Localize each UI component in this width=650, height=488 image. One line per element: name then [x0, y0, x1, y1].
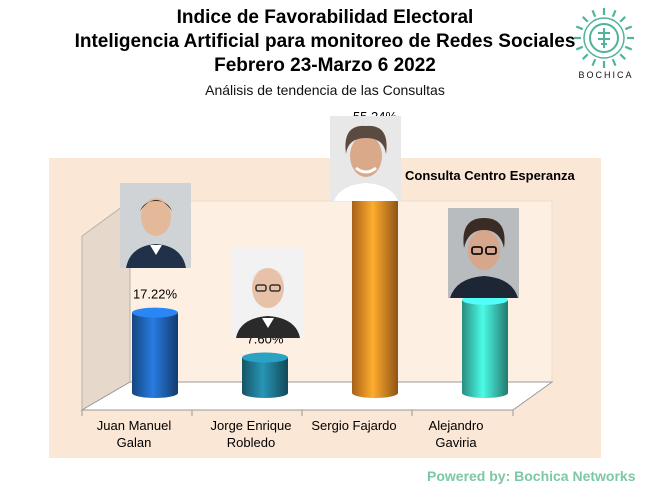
logo-ray: [624, 45, 633, 51]
logo-ray: [619, 16, 626, 23]
x-tick-label: Galan: [117, 435, 152, 450]
logo-ray: [619, 53, 626, 60]
chart-floor: [80, 381, 554, 411]
candidate-photo-fajardo: [330, 116, 401, 201]
person-icon: [120, 183, 191, 268]
bar-top: [132, 307, 178, 318]
chart-subtitle: Análisis de tendencia de las Consultas: [205, 82, 445, 98]
logo-ray: [591, 9, 597, 18]
x-tick-label: Robledo: [227, 435, 275, 450]
logo-ray: [611, 9, 617, 18]
bar-1: [242, 352, 288, 398]
candidate-photo-galan: [120, 183, 191, 268]
bar-body: [242, 357, 288, 398]
logo-ray: [582, 53, 589, 60]
x-tick-label: Jorge Enrique: [211, 418, 292, 433]
x-tick-label: Sergio Fajardo: [311, 418, 396, 433]
logo-ray: [575, 25, 584, 31]
x-tick-label: Alejandro: [429, 418, 484, 433]
bar-3: [462, 294, 508, 398]
person-icon: [448, 208, 519, 298]
bar-body: [132, 312, 178, 398]
bochica-sun-icon: [574, 8, 634, 68]
person-icon: [232, 248, 303, 338]
chart-title-line1: Indice de Favorabilidad Electoral: [176, 7, 474, 28]
x-tick-label: Juan Manuel: [97, 418, 172, 433]
bar-0: [132, 307, 178, 398]
logo-ray: [611, 58, 617, 67]
bochica-logo-text: BOCHICA: [578, 70, 634, 80]
logo-ray: [591, 58, 597, 67]
series-label: Consulta Centro Esperanza: [405, 168, 575, 183]
chart-title-line2: Inteligencia Artificial para monitoreo d…: [74, 31, 576, 52]
x-tick-label: Gaviria: [435, 435, 477, 450]
bochica-logo: [571, 6, 641, 75]
logo-ray: [624, 25, 633, 31]
bar-body: [462, 299, 508, 398]
person-icon: [330, 116, 401, 201]
candidate-photo-robledo: [232, 248, 303, 338]
candidate-photo-gaviria: [448, 208, 519, 298]
data-label: 17.22%: [133, 287, 178, 302]
bar-top: [242, 352, 288, 363]
chart-title-line3: Febrero 23-Marzo 6 2022: [214, 55, 436, 76]
logo-ray: [575, 45, 584, 51]
logo-ray: [582, 16, 589, 23]
footer-credit: Powered by: Bochica Networks: [427, 468, 636, 484]
